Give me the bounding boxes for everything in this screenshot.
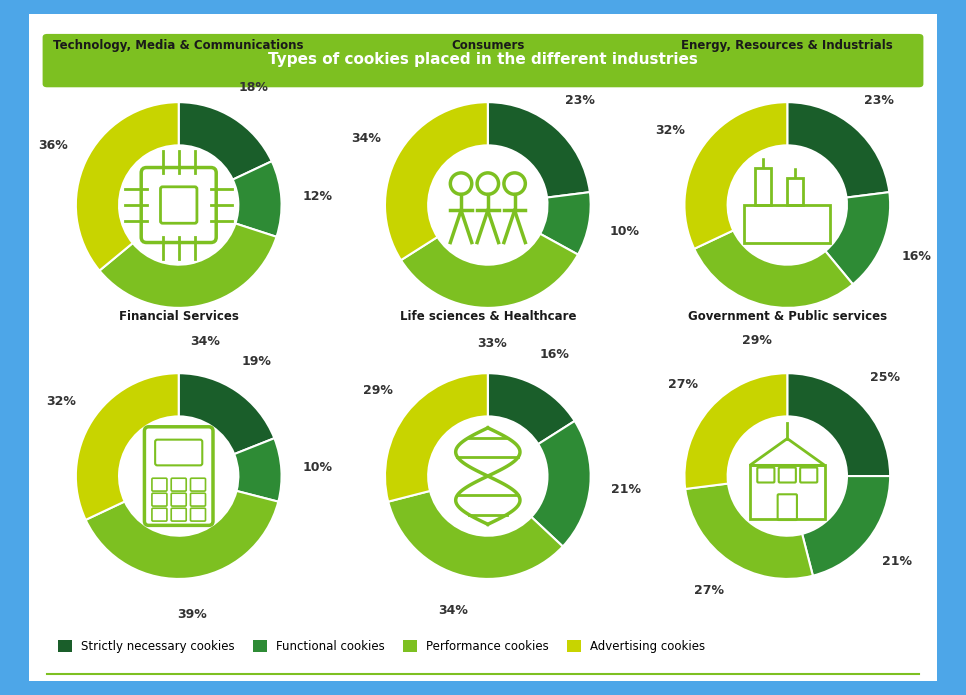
Text: 16%: 16% (540, 348, 570, 361)
Text: 34%: 34% (439, 604, 469, 617)
Circle shape (119, 145, 239, 265)
Circle shape (119, 416, 239, 536)
Circle shape (428, 145, 548, 265)
Text: Energy, Resources & Industrials: Energy, Resources & Industrials (681, 39, 894, 52)
Text: 36%: 36% (39, 140, 68, 152)
Wedge shape (531, 421, 590, 546)
Text: Life sciences & Healthcare: Life sciences & Healthcare (400, 310, 576, 323)
Text: Types of cookies placed in the different industries: Types of cookies placed in the different… (268, 51, 698, 67)
Text: 32%: 32% (46, 395, 76, 408)
Text: 27%: 27% (695, 584, 724, 598)
Wedge shape (76, 102, 179, 270)
Wedge shape (99, 224, 276, 308)
Text: 27%: 27% (668, 378, 698, 391)
Wedge shape (685, 484, 812, 579)
Wedge shape (802, 476, 890, 575)
Text: 16%: 16% (901, 250, 931, 263)
Wedge shape (233, 161, 281, 237)
Text: 32%: 32% (655, 124, 685, 137)
Text: Technology, Media & Communications: Technology, Media & Communications (53, 39, 304, 52)
Wedge shape (401, 234, 578, 308)
Circle shape (727, 145, 847, 265)
Text: Financial Services: Financial Services (119, 310, 239, 323)
Text: 21%: 21% (611, 482, 641, 496)
Text: 23%: 23% (865, 95, 895, 107)
Text: 10%: 10% (610, 224, 639, 238)
Text: 25%: 25% (870, 371, 900, 384)
Wedge shape (540, 192, 590, 254)
Wedge shape (179, 373, 274, 454)
Wedge shape (488, 373, 575, 444)
Circle shape (727, 416, 847, 536)
Wedge shape (234, 439, 281, 502)
Wedge shape (385, 373, 488, 502)
Wedge shape (179, 102, 271, 179)
Text: 34%: 34% (189, 335, 219, 348)
Wedge shape (685, 373, 787, 489)
Wedge shape (825, 192, 890, 284)
Wedge shape (76, 373, 179, 520)
Wedge shape (86, 491, 278, 579)
Wedge shape (488, 102, 590, 197)
Text: 39%: 39% (177, 608, 207, 621)
Wedge shape (388, 491, 563, 579)
Circle shape (428, 416, 548, 536)
Text: Government & Public services: Government & Public services (688, 310, 887, 323)
Wedge shape (695, 231, 853, 308)
Text: 12%: 12% (302, 190, 332, 203)
Text: 19%: 19% (242, 354, 271, 368)
FancyBboxPatch shape (20, 7, 946, 688)
Legend: Strictly necessary cookies, Functional cookies, Performance cookies, Advertising: Strictly necessary cookies, Functional c… (53, 635, 710, 657)
Text: 23%: 23% (565, 95, 595, 107)
Text: 18%: 18% (239, 81, 268, 95)
Wedge shape (385, 102, 488, 260)
Text: 33%: 33% (477, 337, 507, 350)
Wedge shape (787, 102, 890, 197)
Wedge shape (787, 373, 890, 476)
Text: 10%: 10% (302, 461, 332, 474)
Text: 29%: 29% (363, 384, 393, 398)
Text: 29%: 29% (742, 334, 772, 347)
Wedge shape (685, 102, 787, 249)
Text: 21%: 21% (882, 555, 912, 568)
Text: 34%: 34% (352, 131, 381, 145)
FancyBboxPatch shape (43, 34, 923, 88)
Text: Consumers: Consumers (451, 39, 525, 52)
